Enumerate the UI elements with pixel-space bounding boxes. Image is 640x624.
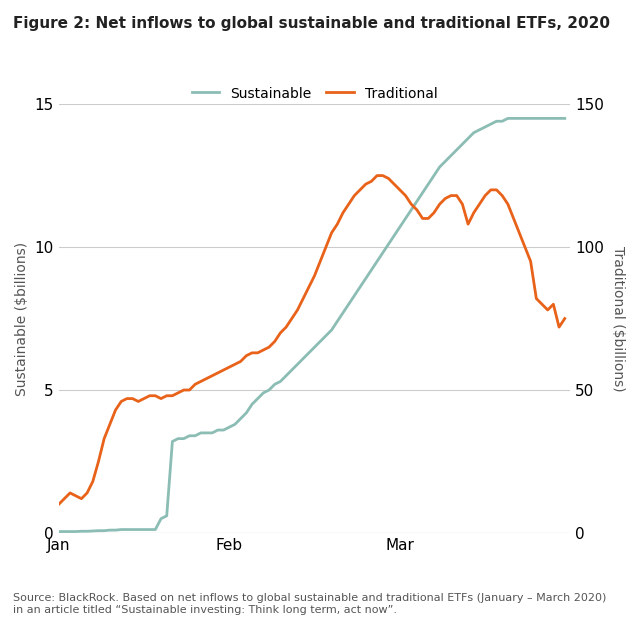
Y-axis label: Traditional ($billions): Traditional ($billions)	[611, 246, 625, 391]
Text: Figure 2: Net inflows to global sustainable and traditional ETFs, 2020: Figure 2: Net inflows to global sustaina…	[13, 16, 610, 31]
Legend: Sustainable, Traditional: Sustainable, Traditional	[186, 81, 443, 106]
Y-axis label: Sustainable ($billions): Sustainable ($billions)	[15, 241, 29, 396]
Text: Source: BlackRock. Based on net inflows to global sustainable and traditional ET: Source: BlackRock. Based on net inflows …	[13, 593, 606, 615]
